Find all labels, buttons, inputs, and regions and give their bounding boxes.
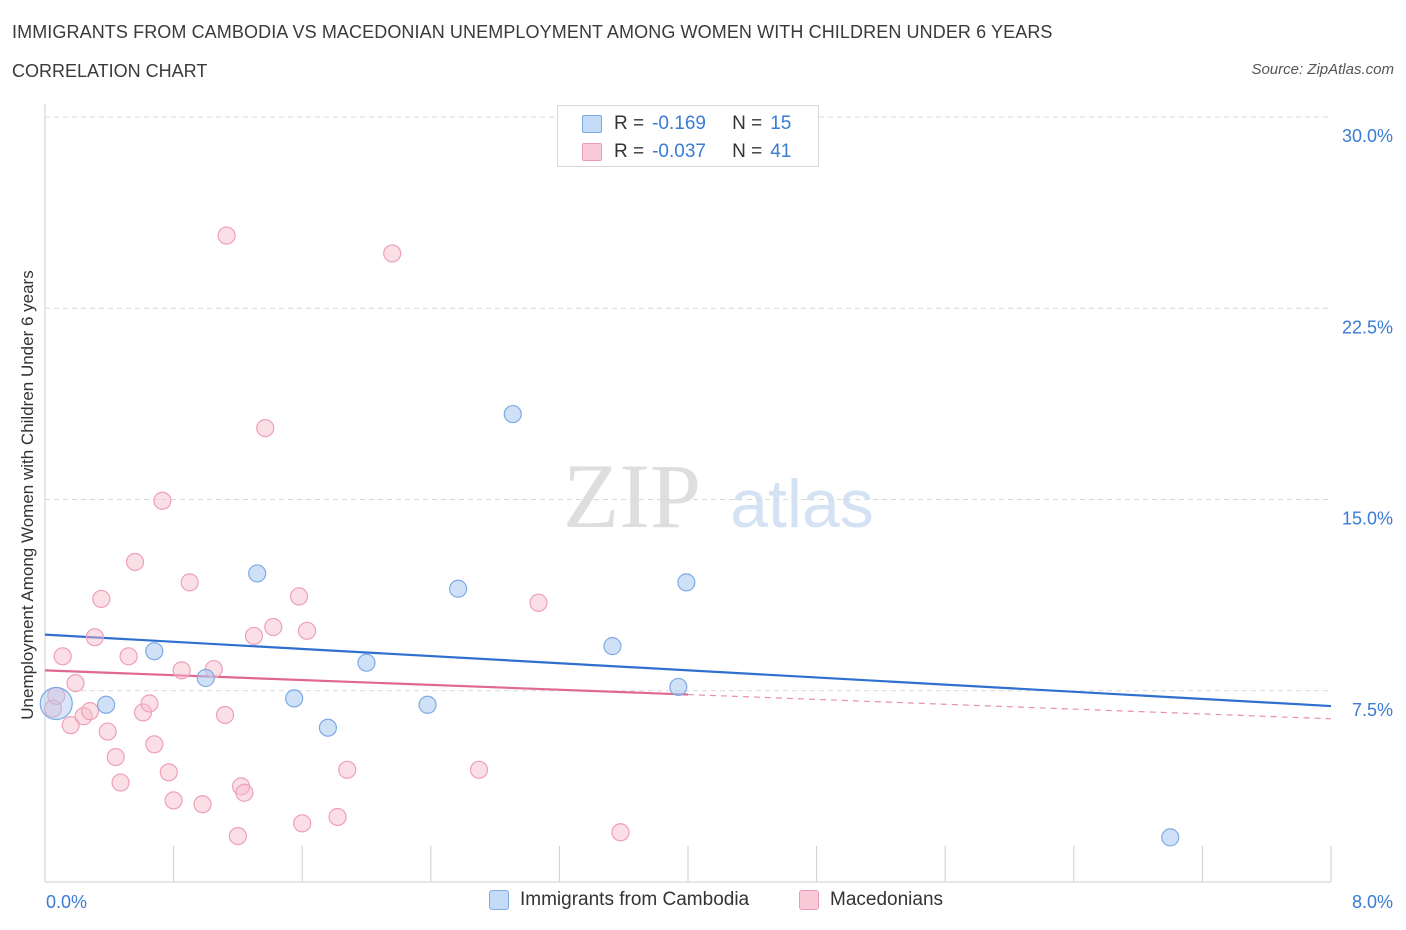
data-point-macedonians <box>264 617 283 637</box>
r-label: R = <box>614 141 645 162</box>
data-point-macedonians <box>133 703 153 722</box>
data-point-cambodia <box>669 677 688 697</box>
chart-title: IMMIGRANTS FROM CAMBODIA VS MACEDONIAN U… <box>12 22 1053 42</box>
n-value: 15 <box>770 113 792 134</box>
data-point-macedonians <box>338 760 357 779</box>
n-value: 41 <box>770 141 792 162</box>
data-point-macedonians <box>85 628 104 647</box>
data-point-macedonians <box>66 673 85 693</box>
y-tick-label: 22.5% <box>1342 317 1393 337</box>
trend-line-macedonians-extension <box>687 693 1332 720</box>
x-tick-label: 8.0% <box>1352 892 1393 912</box>
data-point-macedonians <box>611 823 630 842</box>
data-point-macedonians <box>215 705 235 725</box>
data-point-cambodia <box>357 653 376 672</box>
data-point-macedonians <box>289 587 309 606</box>
data-point-macedonians <box>297 621 317 640</box>
data-point-macedonians <box>92 589 111 609</box>
watermark-zip: ZIP <box>563 445 701 547</box>
legend-label-cambodia: Immigrants from Cambodia <box>520 889 750 910</box>
data-point-cambodia <box>145 642 164 661</box>
data-point-macedonians <box>80 702 100 721</box>
stats-row-cambodia: R = -0.169 N = 15 <box>582 112 791 136</box>
y-tick-label: 30.0% <box>1342 126 1393 146</box>
r-value: -0.169 <box>652 113 706 134</box>
data-point-macedonians <box>106 747 125 767</box>
data-point-cambodia <box>677 573 696 592</box>
data-point-cambodia <box>285 689 304 708</box>
data-point-macedonians <box>119 647 138 666</box>
data-point-macedonians <box>256 419 275 438</box>
watermark-atlas: atlas <box>730 466 874 542</box>
stats-swatch-cambodia <box>582 115 602 133</box>
data-point-macedonians <box>145 735 164 754</box>
data-point-macedonians <box>235 783 254 802</box>
data-point-macedonians <box>98 722 117 741</box>
data-point-cambodia <box>449 579 468 598</box>
data-point-macedonians <box>164 791 183 810</box>
data-point-cambodia <box>196 668 215 688</box>
data-point-macedonians <box>159 763 178 782</box>
data-point-macedonians <box>228 826 247 846</box>
y-tick-label: 7.5% <box>1352 700 1393 720</box>
r-value: -0.037 <box>652 141 706 162</box>
data-point-macedonians <box>244 626 264 646</box>
r-label: R = <box>614 113 645 134</box>
data-point-cambodia <box>503 404 522 424</box>
legend-swatch-macedonians <box>799 890 819 910</box>
data-point-macedonians <box>153 491 172 510</box>
data-point-cambodia <box>603 637 622 656</box>
stats-swatch-macedonians <box>582 143 602 161</box>
trend-line-cambodia <box>44 633 1332 708</box>
data-point-macedonians <box>125 552 145 572</box>
trend-line-macedonians <box>44 669 689 696</box>
data-point-cambodia <box>318 718 338 737</box>
data-point-cambodia <box>248 564 267 583</box>
n-label: N = <box>732 113 763 134</box>
legend-item-cambodia: Immigrants from Cambodia <box>489 889 749 911</box>
legend-item-macedonians: Macedonians <box>799 889 943 911</box>
data-point-cambodia <box>1161 828 1180 847</box>
stats-box: R = -0.169 N = 15 R = -0.037 N = 41 <box>557 105 819 167</box>
data-point-macedonians <box>193 795 212 814</box>
data-point-cambodia <box>39 686 73 721</box>
data-point-cambodia <box>418 695 437 714</box>
stats-row-macedonians: R = -0.037 N = 41 <box>582 140 791 164</box>
data-point-cambodia <box>96 695 116 714</box>
data-point-macedonians <box>53 647 72 666</box>
data-point-macedonians <box>61 716 80 735</box>
source-label: Source: ZipAtlas.com <box>1251 61 1394 78</box>
data-point-macedonians <box>328 807 347 827</box>
data-point-macedonians <box>293 814 312 833</box>
data-point-macedonians <box>180 573 199 592</box>
data-point-macedonians <box>383 244 402 263</box>
data-point-macedonians <box>172 661 191 680</box>
data-point-macedonians <box>140 694 159 713</box>
legend-swatch-cambodia <box>489 890 509 910</box>
data-point-macedonians <box>217 226 236 245</box>
y-tick-label: 15.0% <box>1342 509 1393 529</box>
x-tick-label: 0.0% <box>46 892 87 912</box>
chart-subtitle: CORRELATION CHART <box>12 61 208 81</box>
data-point-macedonians <box>469 760 489 779</box>
data-point-macedonians <box>111 773 130 792</box>
data-point-macedonians <box>529 593 548 612</box>
legend-label-macedonians: Macedonians <box>830 889 944 910</box>
n-label: N = <box>732 141 763 162</box>
